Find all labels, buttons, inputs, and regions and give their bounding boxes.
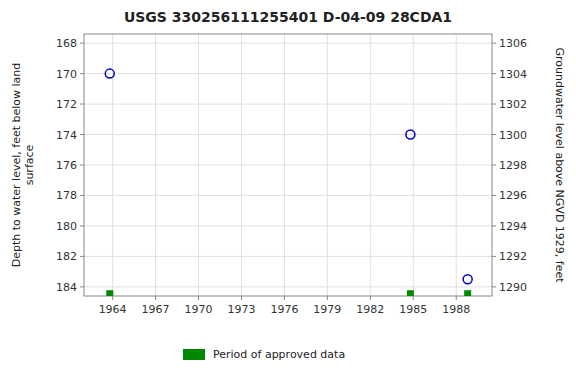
marks xyxy=(105,69,472,296)
x-tick-label: 1973 xyxy=(227,303,255,316)
y2-tick-label: 1298 xyxy=(499,159,527,172)
legend-label: Period of approved data xyxy=(213,348,345,361)
x-tick-label: 1982 xyxy=(356,303,384,316)
y2-tick xyxy=(492,165,496,166)
axes: 1964 1967 1970 1973 1976 1979 1982 1985 1988 168 1… xyxy=(56,37,527,316)
y-tick-label: 170 xyxy=(56,68,77,81)
y2-tick xyxy=(492,195,496,196)
square-marker xyxy=(106,290,113,296)
y2-tick-label: 1304 xyxy=(499,68,527,81)
grid xyxy=(84,34,492,296)
square-marker xyxy=(407,290,414,296)
x-tick-label: 1967 xyxy=(142,303,170,316)
x-tick xyxy=(241,296,242,300)
y2-tick xyxy=(492,104,496,105)
y2-tick xyxy=(492,73,496,74)
x-tick xyxy=(370,296,371,300)
y-tick xyxy=(80,256,84,257)
x-tick-label: 1985 xyxy=(399,303,427,316)
x-tick xyxy=(198,296,199,300)
series xyxy=(105,69,472,284)
x-tick-label: 1970 xyxy=(185,303,213,316)
y-tick-label: 174 xyxy=(56,129,77,142)
y-axis-label-line: surface xyxy=(23,144,36,185)
grid-line xyxy=(84,134,492,135)
y2-tick-label: 1300 xyxy=(499,129,527,142)
y-tick-label: 178 xyxy=(56,189,77,202)
grid-line xyxy=(84,73,492,74)
y-tick-label: 182 xyxy=(56,250,77,263)
y-axis-label-line: Depth to water level, feet below land xyxy=(10,63,23,268)
y2-tick xyxy=(492,43,496,44)
legend-swatch xyxy=(183,349,205,360)
y-tick-label: 176 xyxy=(56,159,77,172)
grid-line xyxy=(84,165,492,166)
y-tick xyxy=(80,225,84,226)
y-tick xyxy=(80,286,84,287)
grid-line xyxy=(84,104,492,105)
series xyxy=(106,290,471,296)
y-tick xyxy=(80,73,84,74)
y2-tick-label: 1294 xyxy=(499,220,527,233)
grid-line xyxy=(84,195,492,196)
grid-line xyxy=(84,225,492,226)
y-tick xyxy=(80,195,84,196)
circle-marker xyxy=(406,130,415,139)
y2-tick xyxy=(492,134,496,135)
y-tick-label: 184 xyxy=(56,281,77,294)
grid-line xyxy=(84,256,492,257)
y-tick-label: 172 xyxy=(56,98,77,111)
y-tick xyxy=(80,165,84,166)
x-tick-label: 1964 xyxy=(99,303,127,316)
y-tick-label: 180 xyxy=(56,220,77,233)
y2-tick-label: 1302 xyxy=(499,98,527,111)
y-tick-label: 168 xyxy=(56,37,77,50)
y2-tick-label: 1296 xyxy=(499,189,527,202)
y2-tick xyxy=(492,225,496,226)
y-tick xyxy=(80,134,84,135)
x-tick xyxy=(284,296,285,300)
title: USGS 330256111255401 D-04-09 28CDA1 xyxy=(124,9,452,25)
x-tick xyxy=(413,296,414,300)
x-tick-label: 1988 xyxy=(442,303,470,316)
y2-tick xyxy=(492,256,496,257)
x-tick-label: 1976 xyxy=(270,303,298,316)
y2-tick-label: 1290 xyxy=(499,281,527,294)
circle-marker xyxy=(463,275,472,284)
x-tick-label: 1979 xyxy=(313,303,341,316)
y2-tick xyxy=(492,286,496,287)
x-tick xyxy=(327,296,328,300)
x-tick xyxy=(155,296,156,300)
plot-frame xyxy=(84,34,492,296)
circle-marker xyxy=(105,69,114,78)
y2-axis-label: Groundwater level above NGVD 1929, feet xyxy=(553,47,566,283)
square-marker xyxy=(464,290,471,296)
grid-line xyxy=(84,43,492,44)
y2-tick-label: 1306 xyxy=(499,37,527,50)
y2-tick-label: 1292 xyxy=(499,250,527,263)
x-tick xyxy=(112,296,113,300)
y-tick xyxy=(80,104,84,105)
legend: Period of approved data xyxy=(183,348,345,361)
chart: 1964 1967 1970 1973 1976 1979 1982 1985 1988 168 1… xyxy=(0,0,576,384)
y-axis-label: Depth to water level, feet below landsur… xyxy=(10,63,36,268)
grid-line xyxy=(84,286,492,287)
y-tick xyxy=(80,43,84,44)
x-tick xyxy=(456,296,457,300)
